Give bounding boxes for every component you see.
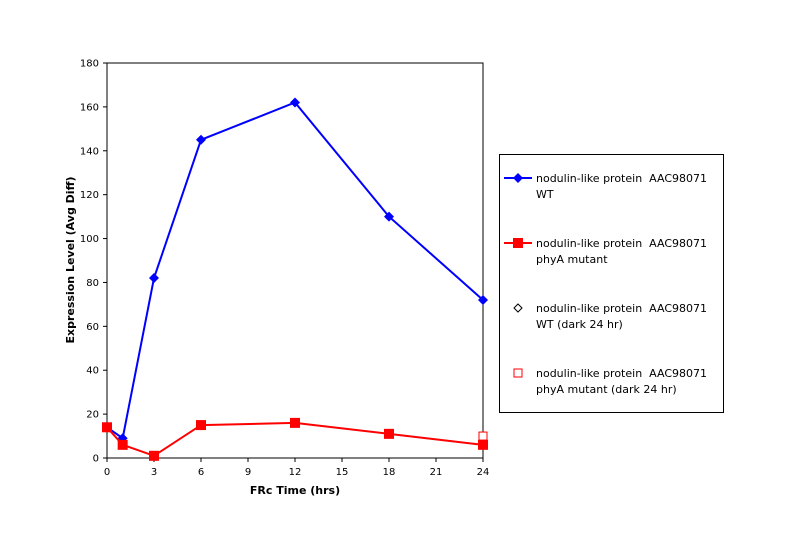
- legend-label-wt: nodulin-like protein AAC98071 WT: [536, 172, 711, 201]
- series-phya-mutant-dark: [478, 431, 488, 441]
- data-point-phya-mutant-dark: [478, 431, 488, 441]
- plot-area: [106, 62, 484, 459]
- x-axis-ticks: 0 3 6 9 12 15 18 21 24: [104, 458, 490, 478]
- legend-marker-wt: [504, 173, 532, 183]
- x-tick-label: 18: [383, 467, 396, 478]
- data-point-phya-mutant: [149, 450, 159, 461]
- legend-label-wt-dark: nodulin-like protein AAC98071 WT (dark 2…: [536, 302, 711, 331]
- legend-label-phya-mutant: nodulin-like protein AAC98071 phyA mutan…: [536, 237, 711, 266]
- y-tick-label: 180: [80, 59, 99, 70]
- data-point-phya-mutant: [384, 428, 394, 439]
- data-point-phya-mutant: [196, 420, 206, 431]
- y-tick-label: 80: [86, 278, 99, 289]
- y-tick-label: 40: [86, 366, 99, 377]
- x-tick-label: 3: [151, 467, 157, 478]
- data-point-phya-mutant: [290, 417, 300, 428]
- series-layer: [102, 97, 488, 461]
- y-tick-label: 160: [80, 102, 99, 113]
- x-tick-label: 0: [104, 467, 110, 478]
- data-point-phya-mutant: [478, 439, 488, 450]
- data-point-wt: [149, 273, 159, 284]
- legend-item-phya-mutant: nodulin-like protein AAC98071 phyA mutan…: [504, 236, 722, 270]
- y-tick-label: 0: [93, 454, 99, 465]
- x-tick-label: 9: [245, 467, 251, 478]
- legend-marker-phya-mutant-dark: [513, 368, 523, 378]
- y-axis-ticks: 0 20 40 60 80 100 120 140 160 180: [80, 59, 107, 465]
- legend-item-phya-mutant-dark: nodulin-like protein AAC98071 phyA mutan…: [504, 366, 722, 400]
- x-tick-label: 6: [198, 467, 204, 478]
- y-tick-label: 20: [86, 410, 99, 421]
- data-point-phya-mutant: [102, 422, 112, 433]
- series-phya-mutant: [102, 417, 488, 461]
- data-point-wt: [290, 97, 300, 108]
- legend-label-phya-mutant-dark: nodulin-like protein AAC98071 phyA mutan…: [536, 367, 711, 396]
- y-axis-title: Expression Level (Avg Diff): [64, 176, 77, 343]
- legend-marker-wt-dark: [513, 303, 523, 313]
- data-point-wt: [478, 295, 488, 305]
- data-point-wt: [384, 211, 394, 222]
- x-tick-label: 12: [289, 467, 302, 478]
- y-tick-label: 60: [86, 322, 99, 333]
- legend: nodulin-like protein AAC98071 WT nodulin…: [499, 154, 724, 413]
- legend-item-wt-dark: nodulin-like protein AAC98071 WT (dark 2…: [504, 301, 722, 335]
- legend-item-wt: nodulin-like protein AAC98071 WT: [504, 171, 722, 205]
- y-tick-label: 100: [80, 234, 99, 245]
- data-point-phya-mutant: [117, 439, 128, 450]
- x-tick-label: 21: [430, 467, 443, 478]
- x-tick-label: 24: [477, 467, 490, 478]
- data-point-wt: [196, 134, 206, 145]
- y-tick-label: 140: [80, 146, 99, 157]
- x-tick-label: 15: [336, 467, 349, 478]
- x-axis-title: FRc Time (hrs): [250, 484, 340, 497]
- legend-marker-phya-mutant: [504, 238, 532, 248]
- y-tick-label: 120: [80, 190, 99, 201]
